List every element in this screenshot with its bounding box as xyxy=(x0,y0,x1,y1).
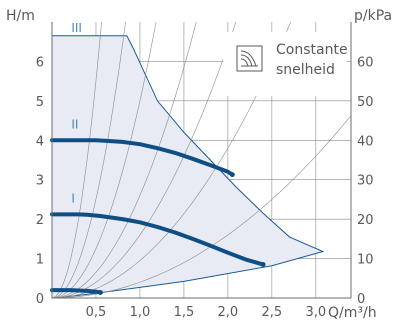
curve-end-point xyxy=(97,289,103,295)
x-tick-label: 2,5 xyxy=(262,305,283,320)
right-tick-label: 50 xyxy=(357,95,374,110)
x-tick-label: 3,0 xyxy=(305,305,326,320)
mode-label: I xyxy=(71,192,75,206)
legend-line-1: Constante xyxy=(276,42,348,58)
right-tick-label: 60 xyxy=(357,55,374,70)
y-tick-label: 2 xyxy=(36,213,44,228)
mode-label: II xyxy=(71,117,78,131)
right-axis-title: p/kPa xyxy=(354,8,392,24)
right-tick-label: 30 xyxy=(357,174,374,189)
x-tick-label: 1,0 xyxy=(130,305,151,320)
x-tick-label: 1,5 xyxy=(174,305,195,320)
right-tick-label: 0 xyxy=(357,292,365,307)
right-tick-label: 10 xyxy=(357,253,374,268)
y-axis-title: H/m xyxy=(6,8,35,24)
y-tick-label: 3 xyxy=(36,174,44,189)
mode-label: III xyxy=(71,21,82,35)
operating-envelope xyxy=(51,35,325,299)
pump-curve-I xyxy=(50,212,266,267)
pump-curve-II xyxy=(50,138,235,177)
pump-curves xyxy=(50,138,266,295)
y-tick-label: 0 xyxy=(36,292,44,307)
y-tick-labels: 0 1 2 3 4 5 6 xyxy=(36,55,44,307)
legend-background xyxy=(223,32,347,96)
right-tick-labels: 0 10 20 30 40 50 60 xyxy=(357,55,374,307)
right-tick-label: 20 xyxy=(357,213,374,228)
x-tick-labels: 0,5 1,0 1,5 2,0 2,5 3,0 xyxy=(86,305,327,320)
x-axis-title: Q/m³/h xyxy=(328,305,377,320)
x-tick-label: 0,5 xyxy=(86,305,107,320)
y-tick-label: 6 xyxy=(36,55,44,70)
x-tick-label: 2,0 xyxy=(218,305,239,320)
curve-end-point xyxy=(229,172,235,178)
legend: Constante snelheid xyxy=(223,32,348,96)
pump-curve-III xyxy=(50,288,103,295)
curve-end-point xyxy=(260,261,266,267)
y-tick-label: 1 xyxy=(36,253,44,268)
legend-line-2: snelheid xyxy=(276,62,335,78)
right-tick-label: 40 xyxy=(357,134,374,149)
y-tick-label: 5 xyxy=(36,95,44,110)
y-tick-label: 4 xyxy=(36,134,44,149)
constant-speed-icon xyxy=(236,45,263,72)
